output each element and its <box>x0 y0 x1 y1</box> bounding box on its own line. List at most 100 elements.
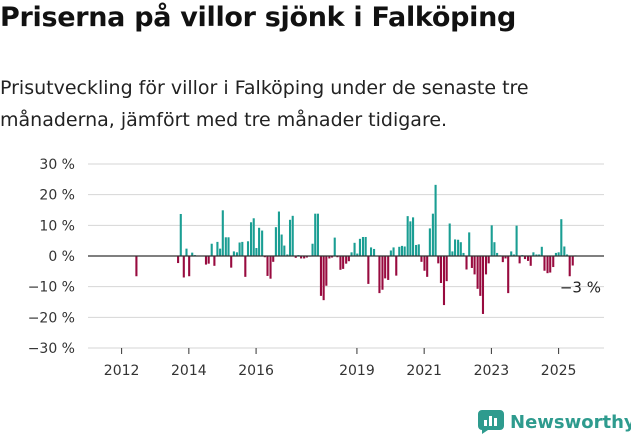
bar <box>395 256 398 276</box>
bar <box>470 256 473 268</box>
bar <box>538 254 541 256</box>
bar <box>364 236 367 256</box>
bar <box>339 256 342 270</box>
bar <box>415 244 418 256</box>
newsworthy-logo-icon <box>478 410 504 434</box>
bar <box>182 256 185 278</box>
bar <box>457 239 460 256</box>
bar <box>412 217 415 256</box>
y-tick-label: 20 % <box>39 188 75 204</box>
bar <box>255 248 258 256</box>
brand-name: Newsworthy <box>510 411 631 433</box>
bar <box>269 256 272 279</box>
bar <box>227 237 230 256</box>
bar <box>345 256 348 264</box>
x-tick-label: 2023 <box>474 363 510 379</box>
y-tick-label: −20 % <box>28 310 75 326</box>
bar <box>216 241 219 256</box>
bar <box>373 248 376 256</box>
y-tick-label: −30 % <box>28 341 75 357</box>
bar <box>219 248 222 256</box>
bar <box>501 256 504 263</box>
bar <box>428 228 431 256</box>
bar <box>490 225 493 256</box>
bar <box>356 253 359 256</box>
bar <box>210 243 213 256</box>
bar <box>283 245 286 256</box>
bar <box>445 256 448 282</box>
bar <box>468 232 471 256</box>
bar <box>224 237 227 256</box>
bar <box>238 242 241 256</box>
bar <box>409 221 412 256</box>
bar <box>305 256 308 258</box>
bar-chart: 30 %20 %10 %0 %−10 %−20 %−30 % 2012 2014 2… <box>28 157 604 379</box>
bar <box>406 216 409 256</box>
x-tick-label: 2019 <box>339 363 375 379</box>
x-tick-label: 2014 <box>171 363 207 379</box>
bar <box>571 256 574 266</box>
bar <box>546 256 549 274</box>
bar <box>177 256 180 264</box>
bar <box>213 256 216 266</box>
bar <box>204 256 208 265</box>
bar <box>258 227 261 256</box>
bar <box>387 256 390 280</box>
bar <box>481 256 485 314</box>
x-axis: 2012 2014 2016 2019 2021 2023 2025 <box>104 348 577 379</box>
bar <box>423 256 426 271</box>
y-tick-label: 10 % <box>39 218 75 234</box>
bar <box>244 256 247 277</box>
bar <box>476 256 479 289</box>
bar <box>465 256 468 270</box>
bar <box>319 256 323 296</box>
bar <box>451 251 454 256</box>
bar <box>314 213 317 256</box>
bar <box>560 219 563 256</box>
bar <box>347 256 350 262</box>
bar <box>439 256 443 283</box>
bar <box>261 230 264 256</box>
annotations: −3 % <box>560 278 601 296</box>
bar <box>565 254 569 256</box>
bar <box>549 256 552 273</box>
bar <box>291 215 294 256</box>
bar <box>300 256 303 259</box>
bar <box>350 252 353 256</box>
bar <box>504 256 507 259</box>
y-axis: 30 % 20 % 10 % 0 % −10 % −20 % −30 % <box>28 157 75 357</box>
y-tick-label: 30 % <box>39 157 75 173</box>
bar <box>398 246 401 256</box>
bar <box>462 252 465 256</box>
bar <box>266 256 269 276</box>
bar <box>484 256 488 275</box>
bar <box>420 256 423 262</box>
bar <box>325 256 328 286</box>
bar <box>191 252 194 256</box>
bar <box>454 239 457 256</box>
bar <box>353 242 356 256</box>
bar <box>361 236 365 256</box>
bar <box>523 256 527 260</box>
bar <box>303 256 306 259</box>
chart-subtitle: Prisutveckling för villor i Falköping un… <box>0 77 529 131</box>
last-value-label: −3 % <box>560 278 601 296</box>
chart-title: Priserna på villor sjönk i Falköping <box>0 2 517 33</box>
bar <box>246 241 250 256</box>
bar <box>473 256 476 275</box>
bar <box>358 238 361 256</box>
bar <box>384 256 387 279</box>
bar <box>400 245 404 256</box>
bar <box>510 251 513 256</box>
bar <box>389 250 392 256</box>
bar <box>249 222 253 256</box>
y-tick-label: −10 % <box>28 280 75 296</box>
y-tick-label: 0 % <box>48 249 75 265</box>
bar <box>235 252 238 256</box>
bar <box>552 256 555 268</box>
x-tick-label: 2025 <box>541 363 577 379</box>
bar <box>328 256 331 259</box>
bar <box>487 256 490 264</box>
bar <box>331 256 334 258</box>
brand-logo: Newsworthy <box>478 408 631 436</box>
